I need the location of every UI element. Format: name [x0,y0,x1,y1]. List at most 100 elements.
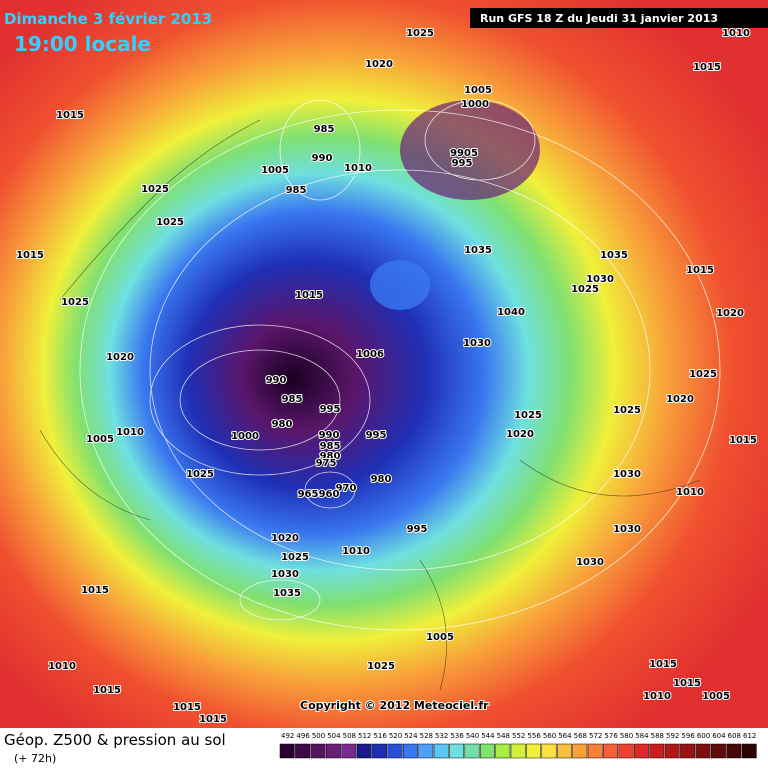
pressure-label: 1000 [231,431,259,442]
scale-label: 520 [389,732,402,740]
pressure-label: 1005 [86,434,114,445]
pressure-label: 1015 [649,659,677,670]
pressure-label: 1025 [61,297,89,308]
pressure-label: 995 [452,158,473,169]
scale-label: 584 [635,732,649,740]
scale-label: 576 [604,732,618,740]
pressure-label: 1020 [506,429,534,440]
scale-swatch [279,743,295,759]
pressure-label: 1040 [497,307,525,318]
pressure-label: 1015 [199,714,227,725]
color-scale: 492 496 500 504 508 512 516 520 524 528 532 536 540 5… [279,732,757,759]
scale-swatch [449,743,465,759]
pressure-label: 995 [320,404,341,415]
scale-label: 608 [728,732,741,740]
scale-label: 600 [697,732,710,740]
pressure-label: 1010 [116,427,144,438]
coastlines [39,119,701,691]
scale-swatch [310,743,326,759]
scale-swatch [433,743,449,759]
scale-swatch [664,743,680,759]
scale-swatch [341,743,357,759]
scale-swatch [587,743,603,759]
scale-swatch [495,743,511,759]
time-title: 19:00 locale [14,32,151,56]
pressure-label: 1010 [344,163,372,174]
pressure-label: 985 [282,394,303,405]
scale-swatch [556,743,572,759]
pressure-label: 1015 [173,702,201,713]
pressure-label: 1015 [81,585,109,596]
pressure-label: 975 [316,458,337,469]
scale-swatch [603,743,619,759]
scale-label: 580 [620,732,633,740]
scale-label: 588 [651,732,664,740]
scale-label: 516 [373,732,387,740]
pressure-labels: 1025 101010151020101510051000985990599599… [15,27,758,726]
scale-label: 556 [527,732,541,740]
pressure-label: 1000 [461,99,489,110]
pressure-label: 1020 [106,352,134,363]
scale-swatch [418,743,434,759]
geopotential-field [0,0,768,728]
pressure-label: 960 [319,489,340,500]
pressure-label: 1015 [729,435,757,446]
pressure-label: 985 [320,441,341,452]
scale-label: 592 [666,732,679,740]
scale-swatch [649,743,665,759]
pressure-label: 1025 [571,284,599,295]
pressure-label: 1025 [186,469,214,480]
scale-label: 544 [481,732,495,740]
pressure-label: 1020 [365,59,393,70]
scale-label: 512 [358,732,371,740]
scale-swatch [402,743,418,759]
scale-swatch [325,743,341,759]
pressure-label: 995 [366,430,387,441]
scale-swatch [295,743,311,759]
high-area [370,260,430,310]
scale-swatch [464,743,480,759]
pressure-label: 1005 [464,85,492,96]
pressure-label: 1005 [261,165,289,176]
scale-swatch [572,743,588,759]
scale-label: 528 [420,732,433,740]
scale-label: 560 [543,732,556,740]
scale-swatch [695,743,711,759]
pressure-label: 980 [320,451,341,462]
scale-swatch [372,743,388,759]
pressure-label: 990 [266,375,287,386]
footer-title: Géop. Z500 & pression au sol [4,731,226,749]
pressure-label: 1010 [342,546,370,557]
scale-swatch [726,743,742,759]
low-area [400,100,540,200]
pressure-label: 1025 [156,217,184,228]
pressure-label: 1030 [613,469,641,480]
pressure-label: 1025 [141,184,169,195]
pressure-label: 1005 [426,632,454,643]
pressure-label: 980 [371,474,392,485]
pressure-label: 1020 [271,533,299,544]
scale-label: 504 [327,732,341,740]
pressure-label: 1030 [576,557,604,568]
pressure-label: 9905 [450,148,478,159]
pressure-label: 1015 [295,290,323,301]
pressure-label: 1035 [273,588,301,599]
pressure-label: 1015 [93,685,121,696]
pressure-label: 1010 [676,487,704,498]
scale-swatch [510,743,526,759]
pressure-label: 1006 [356,349,384,360]
scale-label: 524 [404,732,418,740]
pressure-label: 1035 [464,245,492,256]
pressure-label: 995 [407,524,428,535]
pressure-label: 985 [286,185,307,196]
scale-label: 568 [574,732,587,740]
scale-swatch [356,743,372,759]
scale-swatch [526,743,542,759]
pressure-label: 1035 [600,250,628,261]
scale-label: 604 [712,732,726,740]
pressure-label: 1020 [666,394,694,405]
pressure-label: 1025 [367,661,395,672]
pressure-label: 1015 [686,265,714,276]
